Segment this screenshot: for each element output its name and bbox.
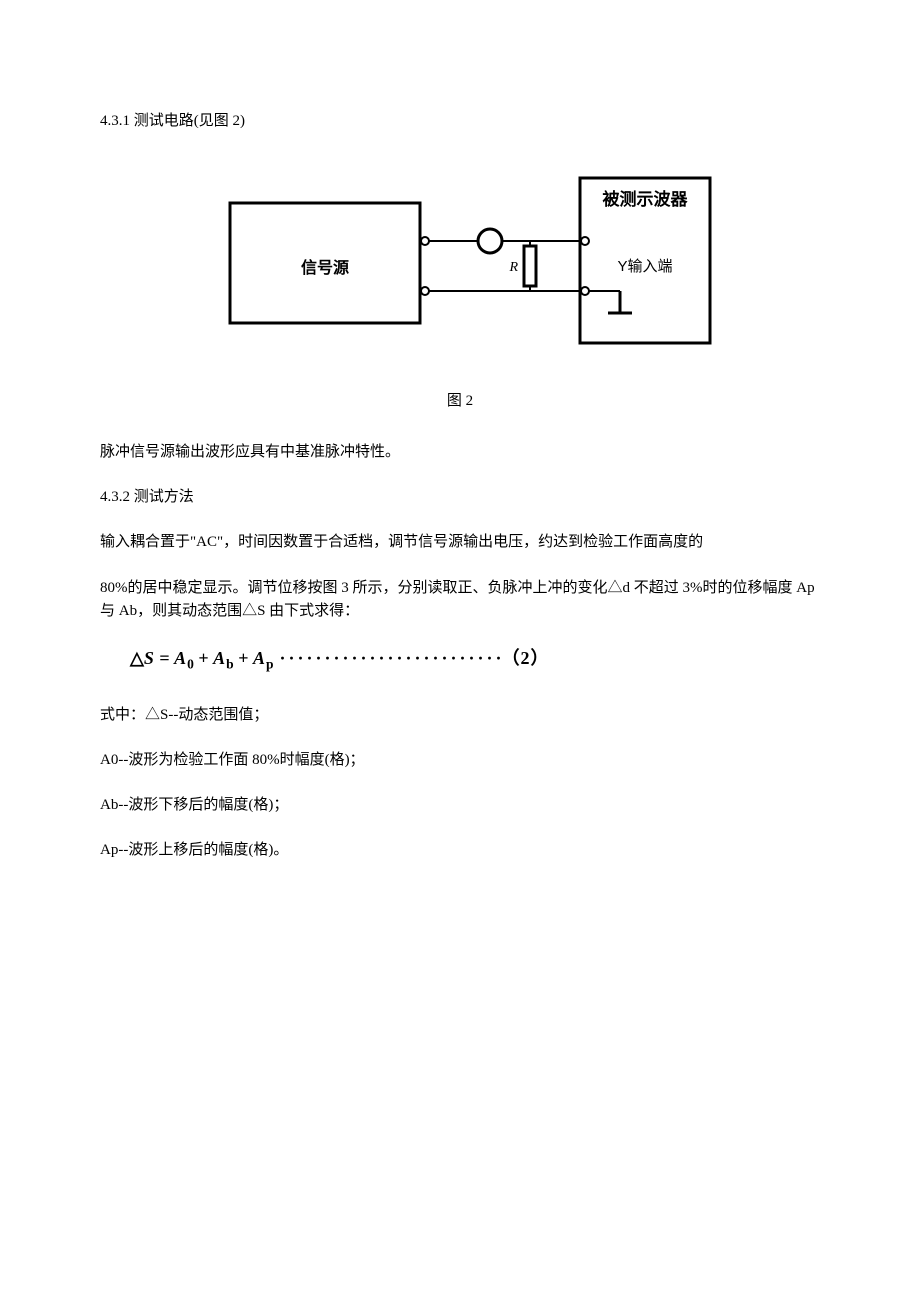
eq-number: （2） xyxy=(511,648,550,668)
scope-label: 被测示波器 xyxy=(603,189,689,209)
para-ab: Ab--波形下移后的幅度(格)； xyxy=(100,794,820,817)
heading-4-3-1: 4.3.1 测试电路(见图 2) xyxy=(100,110,820,133)
heading-4-3-2: 4.3.2 测试方法 xyxy=(100,486,820,509)
eq-equals: = xyxy=(155,648,174,668)
eq-A0-sub: 0 xyxy=(187,657,194,672)
figure-2-diagram: 信号源 被测示波器 Y输入端 R xyxy=(200,163,720,363)
eq-dots: ························· xyxy=(273,648,510,668)
para-pulse: 脉冲信号源输出波形应具有中基准脉冲特性。 xyxy=(100,441,820,464)
para-ap: Ap--波形上移后的幅度(格)。 xyxy=(100,839,820,862)
para-method-line1: 输入耦合置于"AC"，时间因数置于合适档，调节信号源输出电压，约达到检验工作面高… xyxy=(100,531,820,554)
para-a0: A0--波形为检验工作面 80%时幅度(格)； xyxy=(100,749,820,772)
source-top-terminal xyxy=(421,237,429,245)
resistor-body xyxy=(524,246,536,286)
connector-symbol xyxy=(478,229,502,253)
eq-Ap-A: A xyxy=(253,648,266,668)
eq-Ab-sub: b xyxy=(226,657,234,672)
eq-plus-1: + xyxy=(194,648,213,668)
eq-A0-A: A xyxy=(174,648,187,668)
eq-delta: △ xyxy=(130,648,144,668)
y-input-label: Y输入端 xyxy=(617,258,672,275)
resistor-label: R xyxy=(508,260,518,275)
scope-top-terminal xyxy=(581,237,589,245)
page-body: 4.3.1 测试电路(见图 2) 信号源 被测示波器 Y输入端 xyxy=(0,0,920,945)
para-method-line2: 80%的居中稳定显示。调节位移按图 3 所示，分别读取正、负脉冲上冲的变化△d … xyxy=(100,577,820,624)
scope-bottom-terminal xyxy=(581,287,589,295)
eq-plus-2: + xyxy=(234,648,253,668)
equation-2: △S = A0 + Ab + Ap·······················… xyxy=(100,645,820,676)
para-where: 式中：△S--动态范围值； xyxy=(100,704,820,727)
eq-S: S xyxy=(144,648,155,668)
source-bottom-terminal xyxy=(421,287,429,295)
figure-2-wrap: 信号源 被测示波器 Y输入端 R xyxy=(100,163,820,371)
figure-2-caption: 图 2 xyxy=(100,390,820,413)
eq-Ab-A: A xyxy=(213,648,226,668)
signal-source-label: 信号源 xyxy=(301,258,349,277)
